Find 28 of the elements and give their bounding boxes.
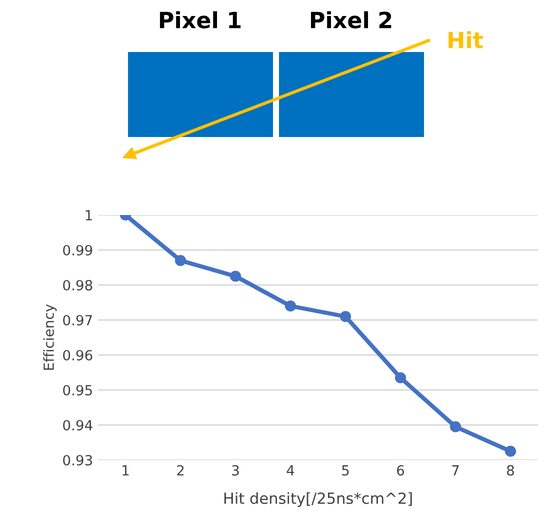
y-tick-label: 0.93	[63, 454, 92, 466]
x-axis-title: Hit density[/25ns*cm^2]	[224, 492, 412, 507]
point	[230, 270, 242, 282]
point	[450, 421, 462, 432]
y-tick-label: 0.97	[63, 314, 92, 326]
x-tick-label: 8	[507, 465, 514, 476]
x-tick-label: 3	[232, 465, 239, 476]
point	[394, 372, 406, 384]
y-tick-label: 0.94	[63, 420, 92, 430]
y-tick-label: 1	[86, 210, 92, 220]
x-tick-label: 6	[397, 465, 404, 476]
text: Hit	[448, 31, 483, 48]
y-tick-label: 0.99	[63, 244, 92, 256]
point	[284, 300, 296, 312]
point	[340, 310, 352, 322]
y-axis-title: Efficiency	[43, 304, 57, 370]
y-tick-label: 0.96	[63, 350, 92, 360]
x-tick-label: 4	[286, 465, 294, 476]
point	[174, 254, 186, 266]
x-tick-label: 1	[122, 465, 129, 476]
y-tick-label: 0.98	[63, 280, 92, 290]
y-tick-label: 0.95	[63, 384, 92, 396]
x-tick-label: 2	[177, 465, 184, 476]
x-tick-label: 5	[342, 465, 349, 476]
x-tick-label: 7	[452, 465, 459, 476]
text: Pixel 2	[310, 11, 392, 28]
point	[504, 446, 516, 457]
text: Pixel 1	[160, 11, 241, 28]
